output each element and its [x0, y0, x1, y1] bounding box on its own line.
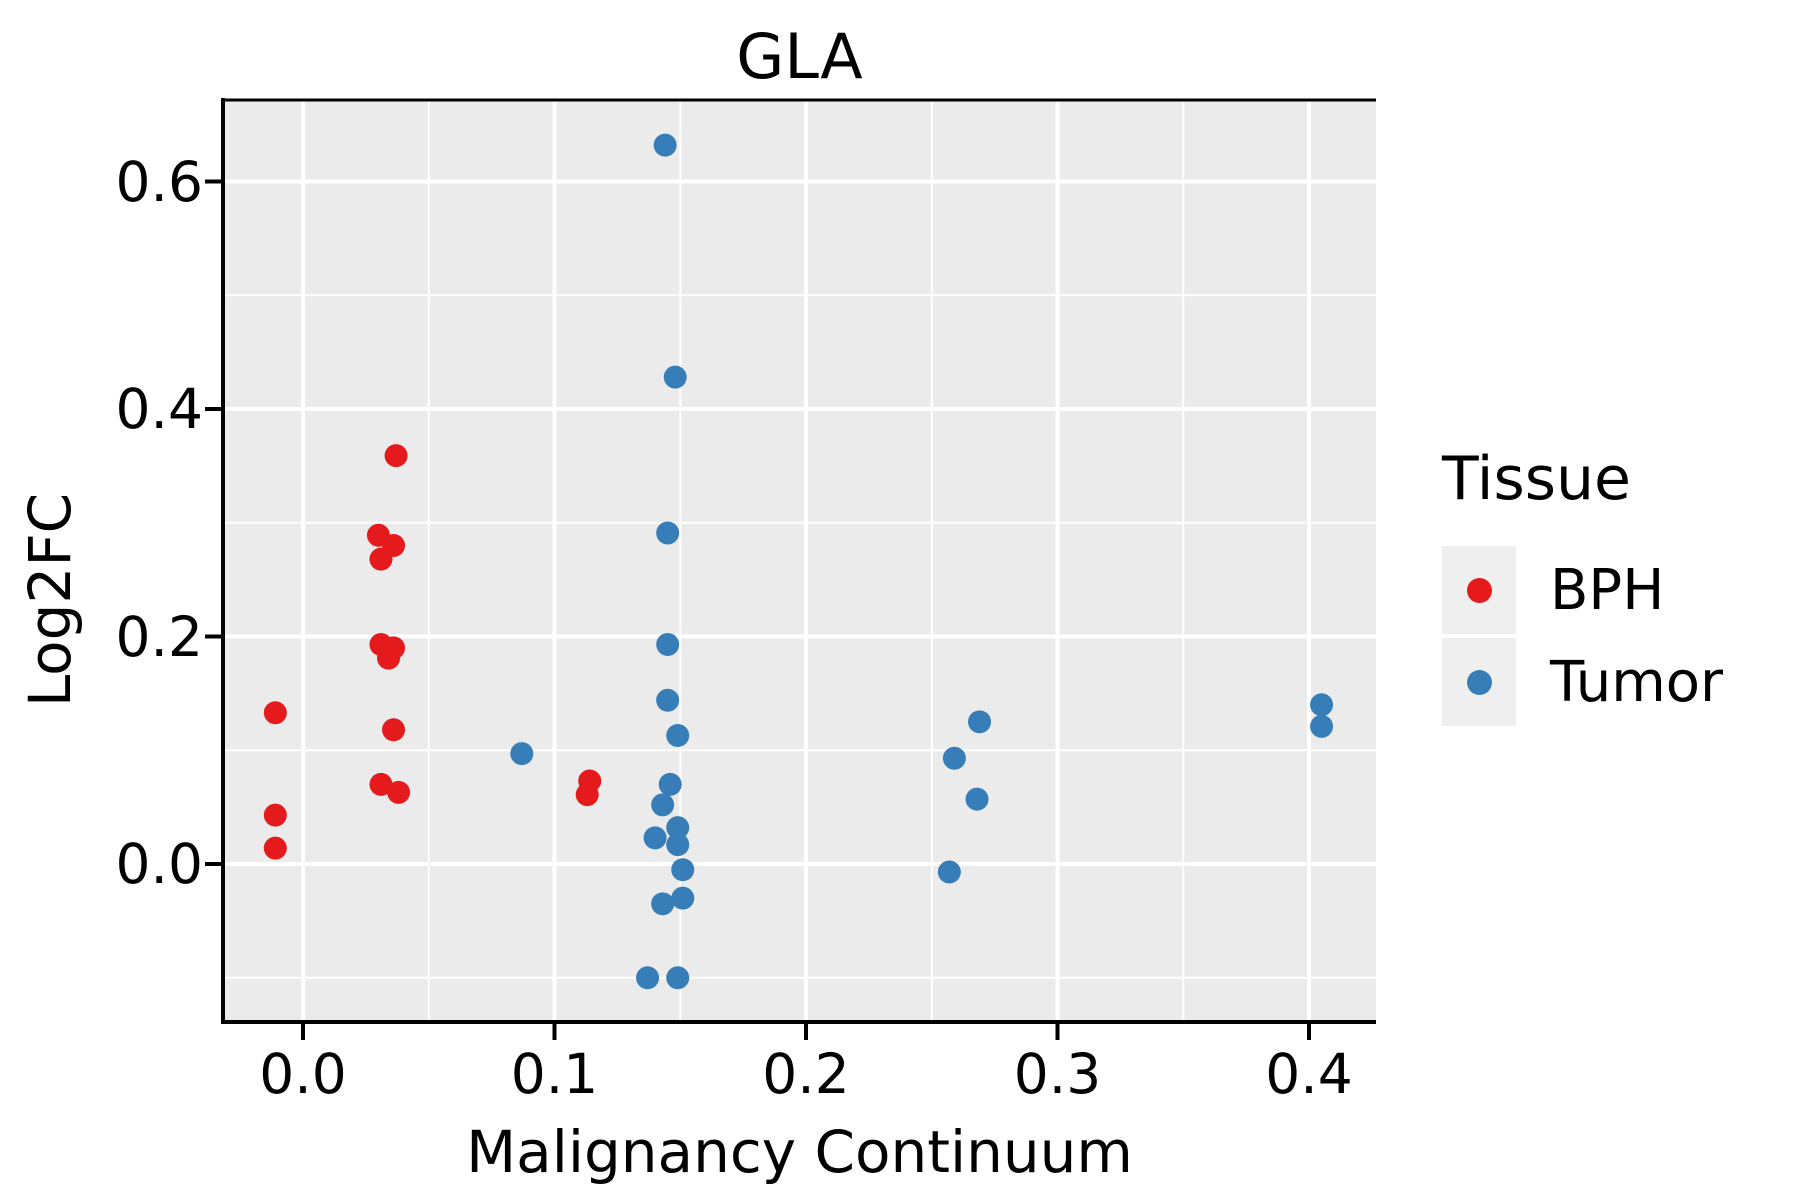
x-tick-label: 0.3 [1013, 1042, 1102, 1106]
bph-data-point [263, 701, 287, 725]
x-tick-label: 0.4 [1265, 1042, 1353, 1106]
bph-point-icon [1466, 577, 1492, 603]
bph-data-point [263, 836, 287, 860]
panel-background [223, 100, 1376, 1022]
tumor-data-point [666, 833, 690, 857]
tumor-data-point [666, 723, 690, 747]
y-tick-label: 0.2 [115, 604, 203, 669]
x-tick-label: 0.0 [259, 1042, 347, 1106]
tumor-data-point [643, 826, 667, 850]
tumor-data-point [942, 746, 966, 770]
bph-data-point [382, 718, 406, 742]
tumor-data-point [656, 688, 680, 712]
tumor-data-point [671, 858, 695, 882]
tumor-data-point [666, 966, 690, 990]
tumor-data-point [653, 133, 677, 157]
tumor-data-point [663, 365, 687, 389]
x-tick-label: 0.1 [510, 1042, 599, 1106]
y-axis-title: Log2FC [16, 492, 84, 708]
bph-data-point [263, 803, 287, 827]
tumor-data-point [510, 742, 534, 766]
bph-data-point [377, 646, 401, 670]
tumor-data-point [666, 816, 690, 840]
legend-label-tumor: Tumor [1550, 649, 1724, 715]
legend-key-bph [1442, 546, 1516, 634]
legend-item-bph: BPH [1442, 544, 1723, 636]
tumor-data-point [656, 632, 680, 656]
y-tick-label: 0.6 [115, 149, 203, 214]
y-tick-label: 0.4 [115, 377, 203, 441]
tumor-data-point [968, 710, 992, 734]
tumor-data-point [937, 860, 961, 884]
bph-data-point [369, 772, 393, 796]
bph-data-point [369, 547, 393, 571]
tumor-point-icon [1466, 669, 1492, 695]
tumor-data-point [651, 793, 675, 817]
legend-item-tumor: Tumor [1442, 636, 1723, 728]
y-tick-label: 0.0 [115, 832, 203, 896]
plot-title: GLA [736, 20, 863, 93]
legend-label-bph: BPH [1550, 557, 1665, 623]
bph-data-point [575, 783, 599, 807]
tumor-data-point [658, 772, 682, 796]
tumor-data-point [1310, 693, 1334, 717]
tumor-data-point [965, 787, 989, 811]
x-tick-label: 0.2 [762, 1042, 850, 1106]
bph-data-point [384, 444, 408, 468]
legend-title: Tissue [1442, 444, 1631, 514]
tumor-data-point [1310, 714, 1334, 738]
x-axis-title: Malignancy Continuum [466, 1118, 1133, 1186]
tumor-data-point [656, 521, 680, 545]
tumor-data-point [651, 892, 675, 916]
legend: Tissue BPH Tumor [1442, 444, 1723, 728]
bph-data-point [387, 780, 411, 804]
legend-key-tumor [1442, 638, 1516, 726]
tumor-data-point [671, 886, 695, 910]
tumor-data-point [636, 966, 660, 990]
